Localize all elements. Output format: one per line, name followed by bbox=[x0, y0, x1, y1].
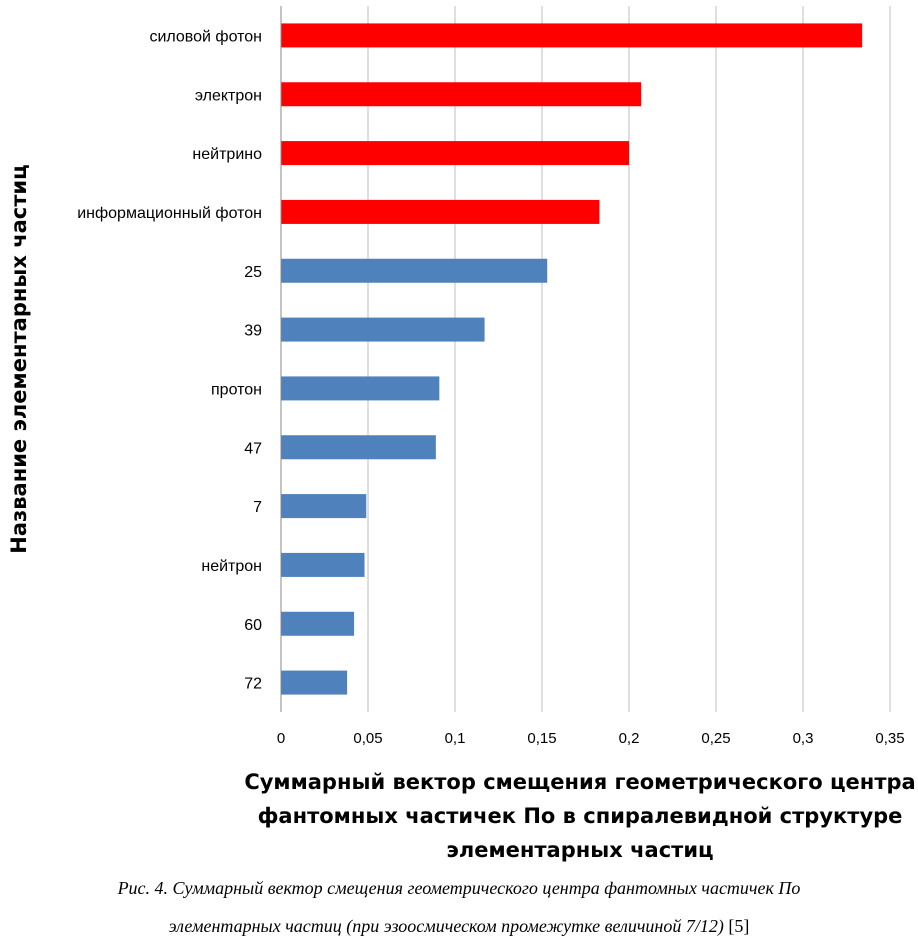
bars bbox=[281, 23, 863, 695]
x-tick-label: 0,3 bbox=[793, 730, 814, 747]
x-tick-label: 0,2 bbox=[619, 730, 640, 747]
bar bbox=[281, 552, 365, 577]
bar bbox=[281, 494, 367, 519]
category-label: 60 bbox=[244, 617, 262, 634]
category-label: нейтрино bbox=[192, 146, 262, 163]
bar bbox=[281, 435, 436, 460]
x-tick-labels: 0 0,05 0,1 0,15 0,2 0,25 0,3 0,35 bbox=[277, 730, 905, 747]
bar bbox=[281, 258, 548, 283]
x-axis-title: Суммарный вектор смещения геометрическог… bbox=[244, 770, 915, 862]
x-tick-label: 0,1 bbox=[445, 730, 466, 747]
bar bbox=[281, 141, 629, 166]
x-axis-title-line: Суммарный вектор смещения геометрическог… bbox=[244, 770, 915, 794]
bar bbox=[281, 376, 440, 401]
x-tick-label: 0,25 bbox=[701, 730, 730, 747]
bar-chart: силовой фотон электрон нейтрино информацион… bbox=[7, 6, 916, 862]
bar bbox=[281, 82, 642, 107]
figure-caption-line1: Рис. 4. Суммарный вектор смещения геомет… bbox=[0, 878, 918, 899]
category-label: 25 bbox=[244, 264, 262, 281]
x-axis-title-line: элементарных частиц bbox=[446, 838, 713, 862]
bar bbox=[281, 317, 485, 342]
figure-caption-line2: элементарных частиц (при эзоосмическом п… bbox=[0, 916, 918, 937]
category-label: силовой фотон bbox=[149, 28, 262, 45]
x-tick-label: 0,15 bbox=[527, 730, 556, 747]
bar bbox=[281, 670, 348, 695]
grid-lines bbox=[280, 6, 891, 712]
category-label: 72 bbox=[244, 676, 262, 693]
category-labels: силовой фотон электрон нейтрино информацион… bbox=[77, 28, 262, 692]
category-label: протон bbox=[211, 381, 262, 398]
caption-text-1: Рис. 4. Суммарный вектор смещения геомет… bbox=[117, 878, 801, 898]
caption-reference: [5] bbox=[728, 916, 750, 936]
bar bbox=[281, 611, 355, 636]
y-axis-title: Название элементарных частиц bbox=[7, 164, 31, 553]
category-label: 7 bbox=[253, 499, 262, 516]
caption-text-2: элементарных частиц (при эзоосмическом п… bbox=[168, 916, 724, 936]
x-tick-label: 0,35 bbox=[875, 730, 904, 747]
category-label: 47 bbox=[244, 440, 262, 457]
bar bbox=[281, 199, 600, 224]
x-tick-label: 0 bbox=[277, 730, 285, 747]
category-label: 39 bbox=[244, 323, 262, 340]
x-tick-label: 0,05 bbox=[353, 730, 382, 747]
bar bbox=[281, 23, 863, 48]
category-label: информационный фотон bbox=[77, 205, 262, 222]
category-label: электрон bbox=[195, 87, 262, 104]
category-label: нейтрон bbox=[201, 558, 262, 575]
x-axis-title-line: фантомных частичек По в спиралевидной ст… bbox=[258, 804, 903, 828]
